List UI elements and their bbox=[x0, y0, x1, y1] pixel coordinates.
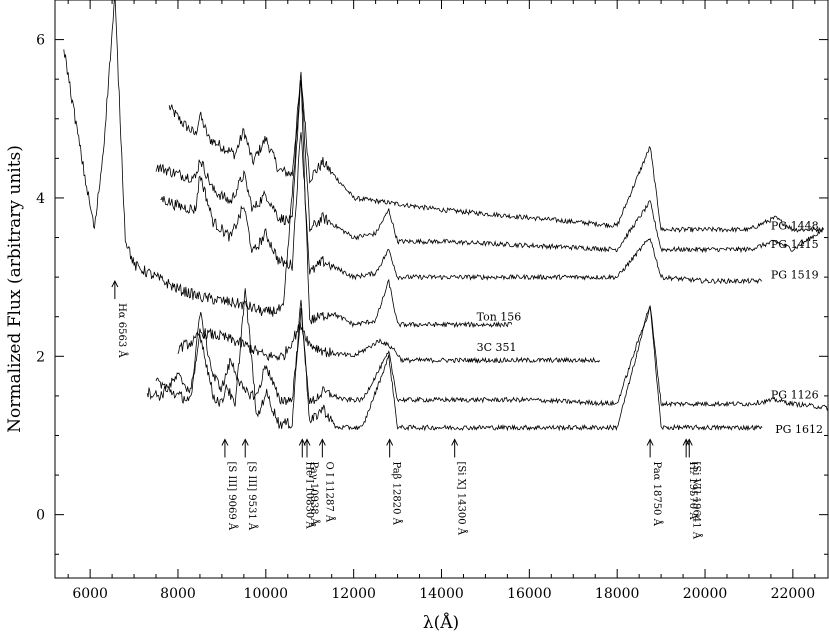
y-tick-label: 0 bbox=[36, 508, 45, 524]
annotation-label-group: He I 10830 Å bbox=[303, 461, 315, 529]
x-tick-label: 12000 bbox=[331, 586, 376, 602]
x-tick-label: 14000 bbox=[419, 586, 464, 602]
spectrum-line bbox=[177, 321, 600, 365]
series-label: 3C 351 bbox=[477, 341, 517, 354]
axis-tick-labels: 6000 8000 10000 12000 14000 16000 18000 20000 22… bbox=[36, 33, 815, 602]
arrow-head bbox=[221, 438, 229, 446]
annotation-label-group: O I 11287 Å bbox=[323, 461, 335, 522]
annotation-label: Paγ 10938 Å bbox=[308, 461, 320, 525]
series-label: PG 1448 bbox=[771, 220, 819, 233]
annotation-label-group: Paβ 12820 Å bbox=[391, 461, 403, 525]
arrow-head bbox=[303, 438, 311, 446]
spectrum-line bbox=[168, 71, 824, 234]
arrow-head bbox=[646, 438, 654, 446]
annotation-label: He I 10830 Å bbox=[303, 461, 315, 529]
series-label: PG 1415 bbox=[771, 238, 819, 251]
series-layer bbox=[63, 0, 829, 432]
annotation-label: [Si VI] 19641 Å bbox=[690, 461, 702, 539]
annotation-label: O I 11287 Å bbox=[323, 461, 335, 522]
axis-ticks bbox=[55, 0, 828, 578]
x-tick-label: 18000 bbox=[595, 586, 640, 602]
spectrum-line bbox=[155, 288, 763, 432]
arrow-head bbox=[241, 438, 249, 446]
series-label: Ton 156 bbox=[477, 311, 522, 324]
annotation-label: H₂ 19570 Å bbox=[687, 461, 699, 520]
arrow-head bbox=[386, 438, 394, 446]
series-label: PG 1519 bbox=[771, 269, 819, 282]
y-tick-label: 4 bbox=[36, 191, 45, 207]
annotation-label-group: H₂ 19570 Å bbox=[687, 461, 699, 520]
series-labels: PG 1448 PG 1415 PG 1519 Ton 156 3C 351 PG 112… bbox=[477, 220, 823, 436]
line-annotations: Hα 6563 Å [S III] 9069 Å [S III] 9531 Å He … bbox=[111, 279, 702, 540]
x-tick-label: 20000 bbox=[683, 586, 728, 602]
annotation-label: Paβ 12820 Å bbox=[391, 461, 403, 525]
arrow-head bbox=[318, 438, 326, 446]
annotation-label-group: [Si VI] 19641 Å bbox=[690, 461, 702, 539]
arrow-head bbox=[682, 438, 690, 446]
x-axis-label: λ(Å) bbox=[423, 612, 459, 633]
annotation-label: Paα 18750 Å bbox=[651, 461, 663, 526]
annotation-label: [S III] 9069 Å bbox=[226, 461, 238, 530]
annotation-label: [S III] 9531 Å bbox=[246, 461, 258, 530]
annotation-label-group: [S III] 9531 Å bbox=[246, 461, 258, 530]
y-tick-label: 6 bbox=[36, 33, 45, 49]
annotation-label-group: [Si X] 14300 Å bbox=[456, 461, 468, 535]
series-label: PG 1126 bbox=[771, 388, 819, 401]
series-label: PG 1612 bbox=[775, 423, 823, 436]
x-tick-label: 10000 bbox=[244, 586, 289, 602]
annotation-label: [Si X] 14300 Å bbox=[456, 461, 468, 535]
annotation-label-group: Hα 6563 Å bbox=[116, 303, 128, 358]
y-axis-label: Normalized Flux (arbitrary units) bbox=[5, 145, 25, 433]
arrow-head bbox=[451, 438, 459, 446]
x-tick-label: 6000 bbox=[72, 586, 108, 602]
spectrum-line bbox=[63, 0, 513, 329]
x-tick-label: 22000 bbox=[771, 586, 816, 602]
y-tick-label: 2 bbox=[36, 349, 45, 365]
arrow-head bbox=[111, 279, 119, 288]
spectrum-line bbox=[155, 79, 824, 254]
spectrum-line bbox=[146, 305, 829, 412]
arrow-head bbox=[685, 438, 693, 446]
annotation-label-group: Paγ 10938 Å bbox=[308, 461, 320, 525]
annotation-label-group: [S III] 9069 Å bbox=[226, 461, 238, 530]
annotation-label: Hα 6563 Å bbox=[116, 303, 128, 358]
arrow-head bbox=[298, 438, 306, 446]
plot-frame bbox=[54, 0, 829, 579]
x-tick-label: 8000 bbox=[160, 586, 196, 602]
spectrum-line bbox=[160, 132, 763, 285]
annotation-label-group: Paα 18750 Å bbox=[651, 461, 663, 526]
x-tick-label: 16000 bbox=[507, 586, 552, 602]
